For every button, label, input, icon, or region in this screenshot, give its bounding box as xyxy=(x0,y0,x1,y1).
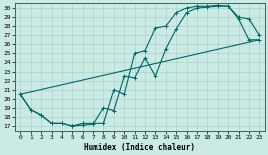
X-axis label: Humidex (Indice chaleur): Humidex (Indice chaleur) xyxy=(84,143,195,152)
